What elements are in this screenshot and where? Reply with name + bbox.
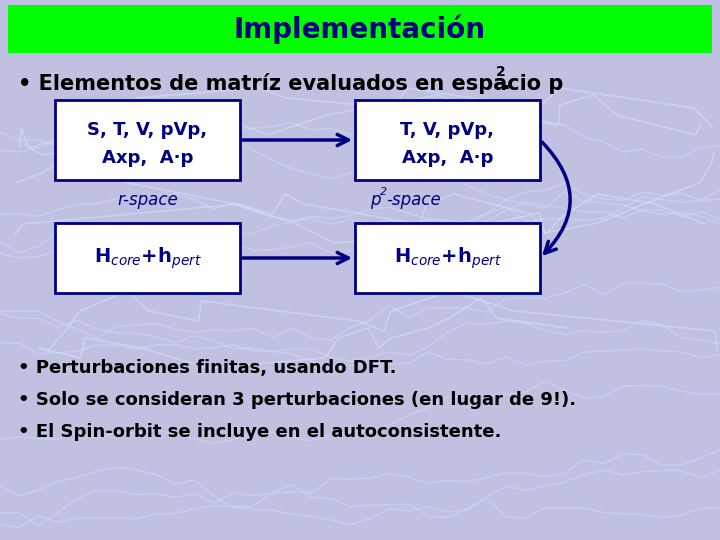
Text: 2: 2 [496, 65, 505, 79]
FancyBboxPatch shape [355, 100, 540, 180]
Text: $\mathbf{H}_{core}\mathbf{+h}_{pert}$: $\mathbf{H}_{core}\mathbf{+h}_{pert}$ [394, 245, 501, 271]
Text: T, V, pVp,: T, V, pVp, [400, 122, 495, 139]
Text: • Solo se consideran 3 perturbaciones (en lugar de 9!).: • Solo se consideran 3 perturbaciones (e… [18, 391, 576, 409]
Text: Axp,  A·p: Axp, A·p [402, 148, 493, 167]
FancyBboxPatch shape [355, 223, 540, 293]
Text: • Perturbaciones finitas, usando DFT.: • Perturbaciones finitas, usando DFT. [18, 359, 397, 377]
FancyBboxPatch shape [55, 100, 240, 180]
Text: p: p [370, 191, 380, 209]
Text: r-space: r-space [117, 191, 178, 209]
Text: Implementación: Implementación [234, 14, 486, 44]
Text: S, T, V, pVp,: S, T, V, pVp, [87, 122, 207, 139]
Text: 2: 2 [380, 187, 387, 197]
FancyBboxPatch shape [55, 223, 240, 293]
Text: • Elementos de matríz evaluados en espacio p: • Elementos de matríz evaluados en espac… [18, 72, 563, 93]
Text: Axp,  A·p: Axp, A·p [102, 148, 193, 167]
Text: • El Spin-orbit se incluye en el autoconsistente.: • El Spin-orbit se incluye en el autocon… [18, 423, 501, 441]
Text: $\mathbf{H}_{core}\mathbf{+h}_{pert}$: $\mathbf{H}_{core}\mathbf{+h}_{pert}$ [94, 245, 202, 271]
FancyArrowPatch shape [542, 142, 570, 253]
FancyBboxPatch shape [8, 5, 712, 53]
Text: -space: -space [386, 191, 441, 209]
Text: .: . [503, 73, 511, 93]
